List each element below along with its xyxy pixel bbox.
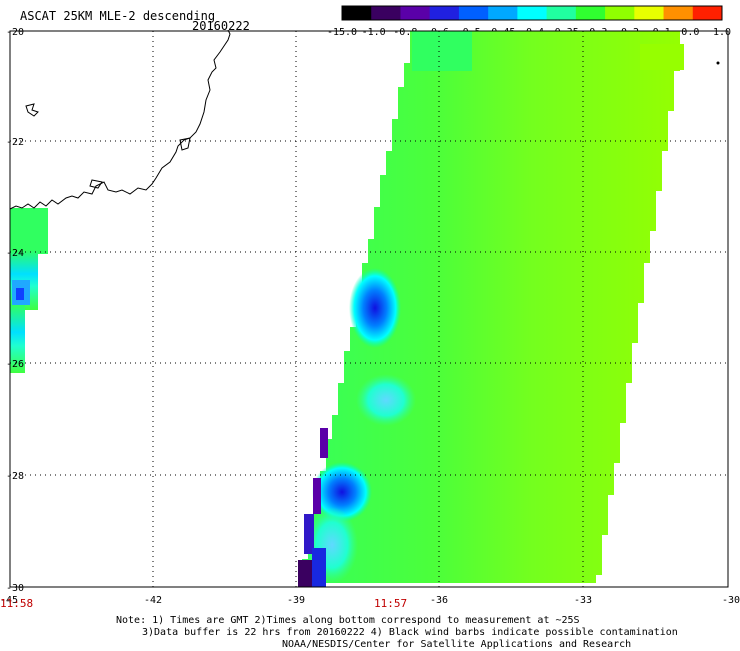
longitude-label: -45 [0, 595, 18, 606]
colorbar-tick-label: -1.0 [362, 27, 386, 38]
swath-body [302, 31, 686, 583]
latitude-label: -30 [6, 583, 24, 594]
product-title: ASCAT 25KM MLE-2 descending [20, 9, 216, 23]
latitude-label: -28 [6, 471, 24, 482]
longitude-label: -39 [287, 595, 305, 606]
colorbar-swatch [575, 6, 606, 20]
colorbar-tick-label: 0.0 [681, 27, 699, 38]
colorbar-tick-label: 1.0 [713, 27, 731, 38]
edge-pixels [298, 560, 312, 587]
feature-low-1 [349, 268, 401, 348]
map-frame [9, 30, 729, 588]
colorbar-border [341, 5, 723, 21]
coast-line [9, 29, 231, 210]
island [25, 103, 39, 117]
latitude-label: -20 [6, 27, 24, 38]
map-border [9, 30, 729, 588]
colorbar-swatch [605, 6, 635, 20]
longitude-label: -30 [722, 595, 740, 606]
note-line-2: 3)Data buffer is 22 hrs from 20160222 4)… [142, 627, 678, 638]
colorbar-tick-label: -15.0 [327, 27, 357, 38]
left-strip [10, 208, 48, 254]
edge-pixels [313, 478, 321, 514]
colorbar-swatch [429, 6, 460, 20]
longitude-label: -33 [574, 595, 592, 606]
colorbar-swatch [634, 6, 665, 20]
colorbar-swatch [546, 6, 577, 20]
colorbar-swatch [458, 6, 489, 20]
product-date: 20160222 [192, 19, 250, 33]
longitude-label: -42 [144, 595, 162, 606]
colorbar-swatch [342, 6, 372, 20]
graticule: -20-22-24-26-28-30-45 -42 -39 -36 -33 -30 [0, 27, 740, 606]
island [179, 137, 191, 151]
island-dot [716, 61, 720, 65]
ascat-swath [10, 31, 686, 587]
left-strip [10, 305, 25, 373]
swath-block [412, 31, 472, 71]
feature-low-3 [312, 462, 372, 522]
colorbar-swatch [400, 6, 431, 20]
note-line-1: Note: 1) Times are GMT 2)Times along bot… [116, 615, 580, 626]
swath-block [640, 44, 684, 70]
latitude-label: -22 [6, 137, 24, 148]
coastline [9, 29, 720, 210]
longitude-label: -36 [430, 595, 448, 606]
left-strip [16, 288, 24, 300]
colorbar-swatch [371, 6, 401, 20]
time-label-left: 11:58 [0, 597, 34, 610]
time-label-center: 11:57 [374, 597, 408, 610]
feature-low-2 [356, 374, 416, 426]
edge-pixels [304, 514, 314, 554]
colorbar-swatch [517, 6, 548, 20]
edge-pixels [312, 548, 326, 587]
latitude-label: -26 [6, 359, 24, 370]
colorbar-tick-label: -0.8 [393, 27, 417, 38]
colorbar-swatch [692, 6, 723, 20]
colorbar-swatch [488, 6, 518, 20]
colorbar-swatch [663, 6, 694, 20]
latitude-label: -24 [6, 248, 24, 259]
island [89, 179, 103, 189]
note-line-3: NOAA/NESDIS/Center for Satellite Applica… [282, 639, 632, 650]
edge-pixels [320, 428, 328, 458]
